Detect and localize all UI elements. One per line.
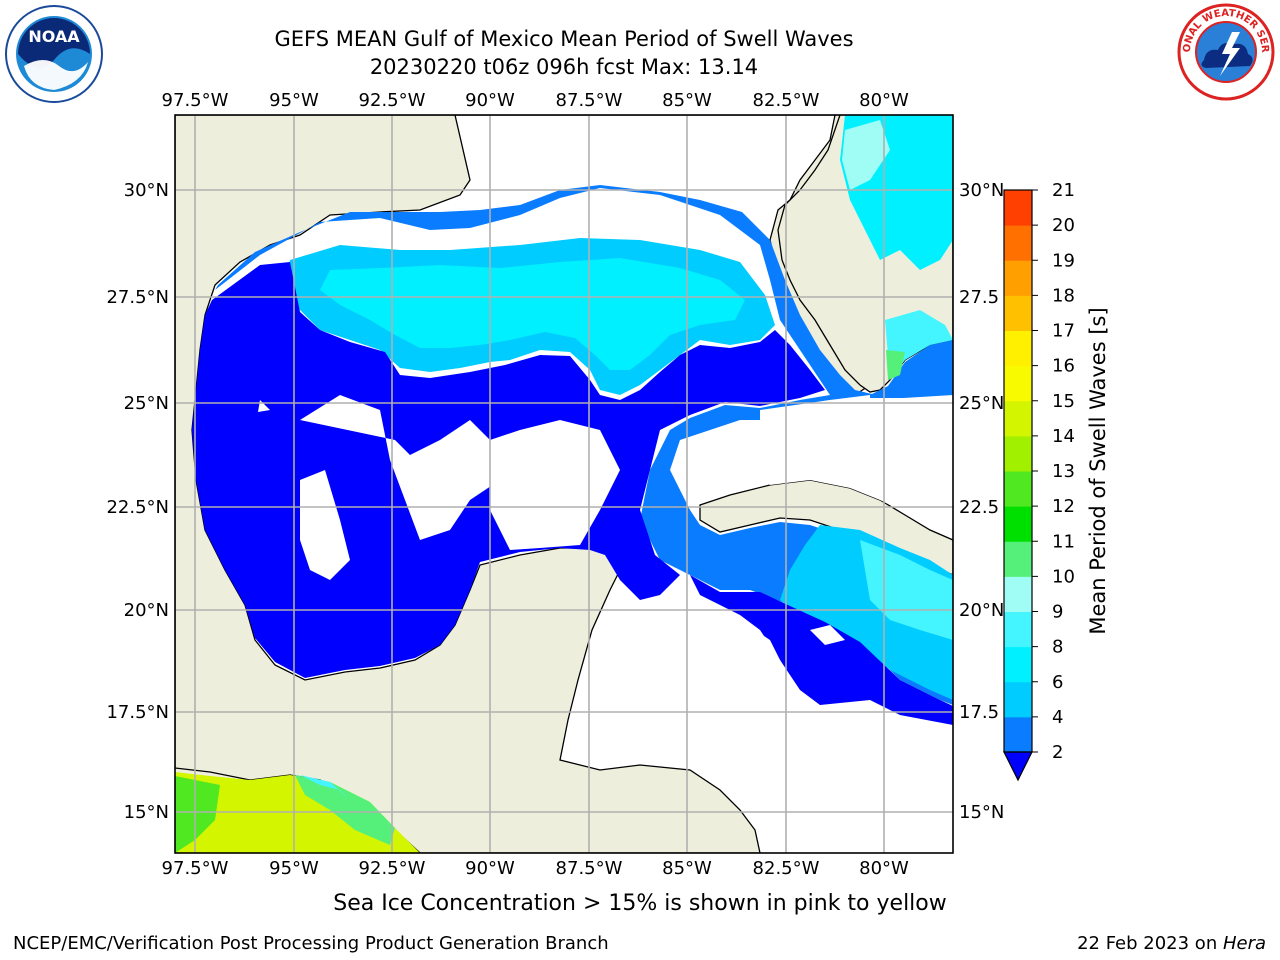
lon-label: 92.5°W (359, 90, 426, 111)
colorbar-tick-label: 2 (1052, 742, 1063, 763)
colorbar-segment (1004, 330, 1032, 367)
colorbar-tick-label: 6 (1052, 672, 1063, 693)
lat-label: 15°N (959, 802, 1004, 823)
colorbar-segment (1004, 295, 1032, 331)
lon-label: 80°W (859, 858, 909, 879)
colorbar-segment (1004, 400, 1032, 437)
colorbar-tick-label: 13 (1052, 461, 1075, 482)
colorbar-tick-label: 21 (1052, 180, 1075, 201)
colorbar-tick-label: 17 (1052, 321, 1075, 342)
colorbar-tick-label: 18 (1052, 285, 1075, 306)
lon-label: 90°W (465, 90, 515, 111)
lon-label: 80°W (859, 90, 909, 111)
colorbar-segment (1004, 506, 1032, 542)
colorbar-tick-label: 8 (1052, 637, 1063, 658)
lon-label: 90°W (465, 858, 515, 879)
nws-logo: NATIONAL WEATHER SERVICE (1176, 2, 1275, 101)
colorbar-segment (1004, 541, 1032, 577)
colorbar-tick-label: 9 (1052, 602, 1063, 623)
colorbar-segment (1004, 611, 1032, 648)
lat-label: 27.5°N (106, 287, 169, 308)
colorbar-segment (1004, 576, 1032, 612)
map-frame (174, 114, 954, 854)
colorbar-tick-label: 12 (1052, 496, 1075, 517)
colorbar-segment (1004, 681, 1032, 718)
lon-label: 82.5°W (753, 858, 820, 879)
colorbar: 2 4 6 8 9 10 11 12 13 14 15 16 17 18 19 20 21 (1003, 180, 1075, 782)
colorbar-segment (1004, 716, 1032, 753)
lat-label: 17.5 (959, 702, 999, 723)
credit-text: NCEP/EMC/Verification Post Processing Pr… (13, 933, 609, 954)
lon-label: 82.5°W (753, 90, 820, 111)
lon-label: 85°W (662, 90, 712, 111)
colorbar-tick-label: 11 (1052, 531, 1075, 552)
colorbar-tick-label: 19 (1052, 250, 1075, 271)
lat-label: 27.5 (959, 287, 999, 308)
colorbar-segment (1004, 260, 1032, 296)
date-host: Hera (1222, 933, 1266, 954)
colorbar-extension (1003, 751, 1033, 782)
map-subtitle: 20230220 t06z 096h fcst Max: 13.14 (369, 55, 759, 79)
colorbar-segment (1004, 190, 1032, 226)
colorbar-segment (1004, 471, 1032, 507)
lon-labels-top: 97.5°W 95°W 92.5°W 90°W 87.5°W 85°W 82.5… (162, 90, 909, 111)
lon-label: 95°W (269, 858, 319, 879)
lat-label: 22.5°N (106, 497, 169, 518)
lat-lon-grid (175, 115, 953, 853)
lat-label: 17.5°N (106, 702, 169, 723)
sea-ice-note: Sea Ice Concentration > 15% is shown in … (333, 891, 947, 916)
lat-labels-right: 30°N 27.5 25°N 22.5 20°N 17.5 15°N (959, 180, 1004, 823)
lat-label: 30°N (124, 180, 169, 201)
noaa-logo-text: NOAA (28, 27, 80, 46)
lon-label: 97.5°W (162, 90, 229, 111)
lat-label: 15°N (124, 802, 169, 823)
colorbar-segment (1004, 365, 1032, 402)
lat-label: 20°N (959, 600, 1004, 621)
lon-label: 85°W (662, 858, 712, 879)
lon-label: 97.5°W (162, 858, 229, 879)
colorbar-segment (1004, 225, 1032, 261)
colorbar-segment (1004, 646, 1032, 683)
missing-data-areas (258, 395, 953, 690)
colorbar-segment (1004, 435, 1032, 472)
lat-label: 25°N (124, 393, 169, 414)
colorbar-tick-label: 10 (1052, 566, 1075, 587)
lat-label: 22.5 (959, 497, 999, 518)
date-stamp: 22 Feb 2023 on Hera (1077, 933, 1266, 954)
date-prefix: 22 Feb 2023 on (1077, 933, 1223, 954)
lon-label: 87.5°W (556, 90, 623, 111)
map-title: GEFS MEAN Gulf of Mexico Mean Period of … (274, 27, 854, 51)
lat-label: 25°N (959, 393, 1004, 414)
colorbar-tick-label: 15 (1052, 391, 1075, 412)
lon-label: 95°W (269, 90, 319, 111)
colorbar-tick-label: 4 (1052, 707, 1063, 728)
colorbar-tick-label: 14 (1052, 426, 1075, 447)
lat-label: 30°N (959, 180, 1004, 201)
lon-label: 87.5°W (556, 858, 623, 879)
lat-labels-left: 30°N 27.5°N 25°N 22.5°N 20°N 17.5°N 15°N (106, 180, 169, 823)
noaa-logo: NOAA (5, 5, 103, 103)
colorbar-tick-label: 16 (1052, 356, 1075, 377)
colorbar-label: Mean Period of Swell Waves [s] (1086, 307, 1110, 634)
lon-labels-bottom: 97.5°W 95°W 92.5°W 90°W 87.5°W 85°W 82.5… (162, 858, 909, 879)
swell-field (175, 115, 953, 853)
lat-label: 20°N (124, 600, 169, 621)
lon-label: 92.5°W (359, 858, 426, 879)
colorbar-tick-label: 20 (1052, 215, 1075, 236)
